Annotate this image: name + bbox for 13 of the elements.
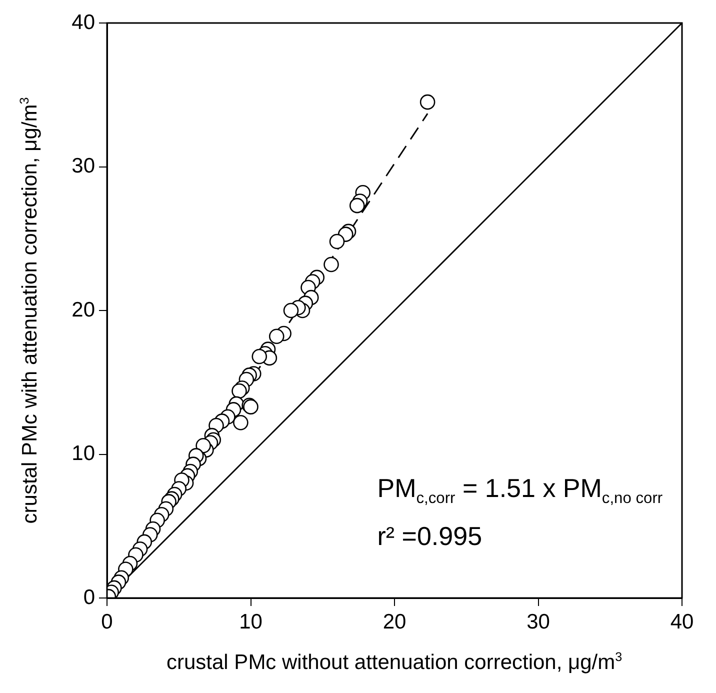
x-tick-label: 30 <box>526 610 550 634</box>
x-tick-label: 10 <box>239 610 262 634</box>
x-tick-label: 0 <box>101 610 113 634</box>
annotation: PM$_{c,corr}$ = 1.51 x PM$_{c,no corr}$ <box>377 473 663 508</box>
y-tick-label: 40 <box>72 10 95 34</box>
y-tick-label: 20 <box>72 298 95 322</box>
annotation: r² =0.995 <box>377 521 482 552</box>
x-axis-title: crustal PMc without attenuation correction, μg/m$^{3}$ <box>166 650 622 675</box>
y-tick-label: 30 <box>72 154 95 178</box>
x-tick-label: 40 <box>670 610 694 634</box>
y-tick-label: 0 <box>83 586 95 609</box>
x-tick-label: 20 <box>382 610 406 634</box>
y-tick-label: 10 <box>72 442 95 466</box>
